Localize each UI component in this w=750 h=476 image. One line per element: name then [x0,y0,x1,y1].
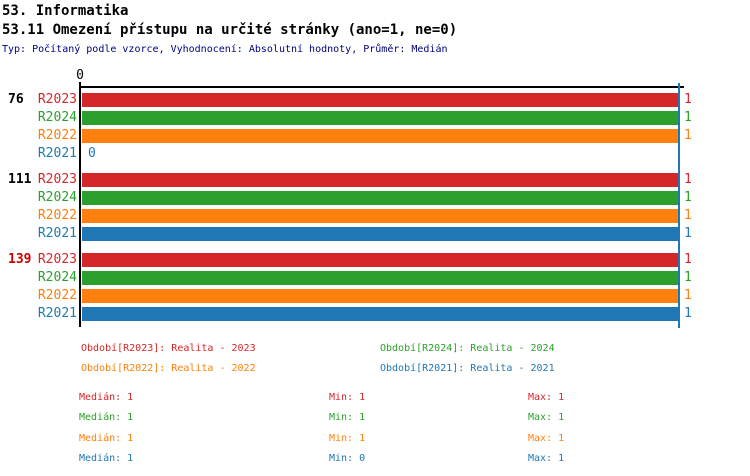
bar-value-label: 1 [684,226,692,241]
stat-median: Medián: 1 [79,433,134,444]
group-label: 139 [8,252,32,267]
stat-min: Min: 1 [329,392,366,403]
stat-median: Medián: 1 [79,453,134,464]
group-label: 111 [8,172,32,187]
series-label: R2022 [37,288,77,303]
bar [82,271,678,285]
page-subtitle: 53.11 Omezení přístupu na určité stránky… [2,22,458,38]
bar [82,289,678,303]
series-label: R2021 [37,306,77,321]
stat-min: Min: 1 [329,412,366,423]
legend-item: Období[R2022]: Realita - 2022 [81,363,256,374]
bar [82,209,678,223]
bar [82,253,678,267]
bar-value-label: 1 [684,128,692,143]
series-label: R2024 [37,190,77,205]
x-axis-zero-label: 0 [76,68,84,83]
bar-value-label: 1 [684,190,692,205]
bar-row: 1 [82,289,692,303]
legend-item: Období[R2024]: Realita - 2024 [380,343,555,354]
series-label: R2023 [37,252,77,267]
meta-line: Typ: Počítaný podle vzorce, Vyhodnocení:… [2,44,448,55]
bar-value-label: 1 [684,172,692,187]
series-label: R2024 [37,110,77,125]
bar-value-label: 1 [684,270,692,285]
group-label: 76 [8,92,24,107]
bar-row: 1 [82,173,692,187]
y-axis [79,82,81,327]
stat-median: Medián: 1 [79,412,134,423]
bar-row: 1 [82,253,692,267]
bar-value-label: 1 [684,288,692,303]
bar-value-label: 1 [684,92,692,107]
bar [82,129,678,143]
series-label: R2022 [37,208,77,223]
series-label: R2021 [37,146,77,161]
bar-value-label: 1 [684,208,692,223]
bar-row: 0 [82,147,96,161]
bar [82,111,678,125]
bar-value-label: 1 [684,306,692,321]
bar [82,307,678,321]
bar-row: 1 [82,307,692,321]
stat-max: Max: 1 [528,412,565,423]
bar [82,227,678,241]
bar-row: 1 [82,227,692,241]
bar-row: 1 [82,271,692,285]
bar-row: 1 [82,191,692,205]
bar-value-label: 1 [684,110,692,125]
legend-item: Období[R2021]: Realita - 2021 [380,363,555,374]
x-axis [79,86,684,88]
bar-value-label: 1 [684,252,692,267]
bar [82,93,678,107]
page-title: 53. Informatika [2,3,129,19]
series-label: R2023 [37,172,77,187]
stat-max: Max: 1 [528,433,565,444]
stat-max: Max: 1 [528,392,565,403]
reference-line [678,83,680,328]
series-label: R2021 [37,226,77,241]
bar [82,191,678,205]
legend-item: Období[R2023]: Realita - 2023 [81,343,256,354]
bar [82,173,678,187]
series-label: R2023 [37,92,77,107]
stat-median: Medián: 1 [79,392,134,403]
series-label: R2022 [37,128,77,143]
bar-row: 1 [82,111,692,125]
bar-row: 1 [82,129,692,143]
series-label: R2024 [37,270,77,285]
stat-min: Min: 1 [329,433,366,444]
stat-min: Min: 0 [329,453,366,464]
stat-max: Max: 1 [528,453,565,464]
bar-row: 1 [82,93,692,107]
bar-value-label: 0 [88,146,96,161]
bar-row: 1 [82,209,692,223]
